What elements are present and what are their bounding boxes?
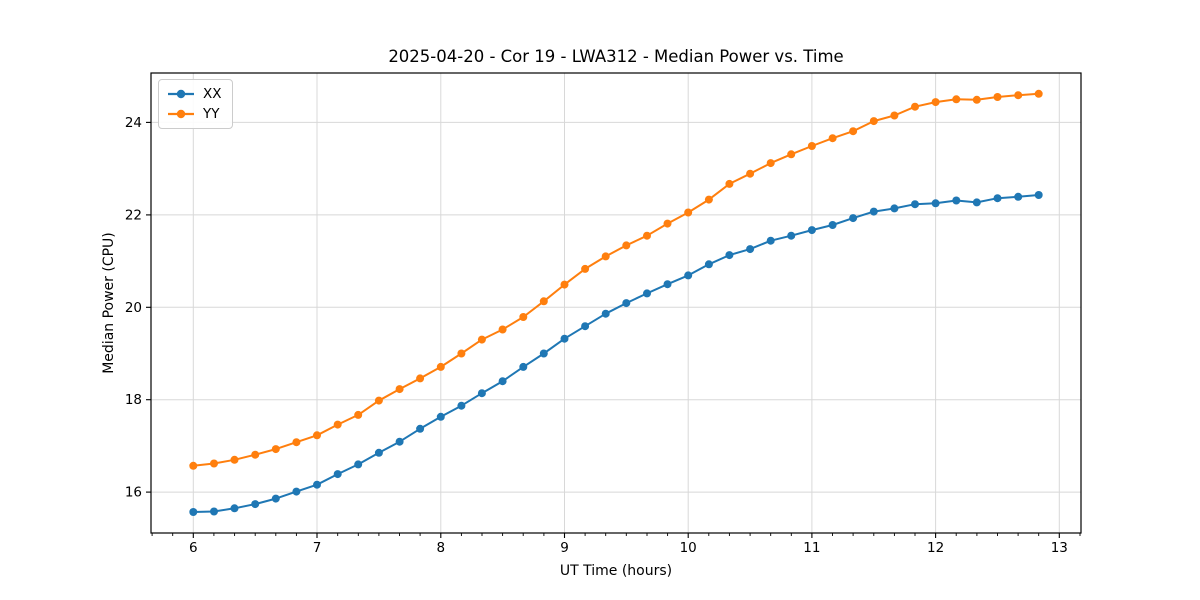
legend: XX YY bbox=[158, 79, 233, 129]
x-axis-label: UT Time (hours) bbox=[559, 563, 673, 579]
legend-line-marker-xx-icon bbox=[168, 89, 194, 99]
svg-text:10: 10 bbox=[680, 540, 697, 556]
plot-border bbox=[150, 72, 1082, 534]
svg-text:11: 11 bbox=[803, 540, 820, 556]
legend-item-xx: XX bbox=[166, 84, 222, 104]
svg-text:13: 13 bbox=[1051, 540, 1068, 556]
chart-title: 2025-04-20 - Cor 19 - LWA312 - Median Po… bbox=[388, 47, 844, 66]
legend-label-yy: YY bbox=[203, 106, 220, 122]
svg-text:22: 22 bbox=[125, 207, 142, 223]
svg-text:6: 6 bbox=[189, 540, 198, 556]
y-axis-ticks: 16 18 20 22 24 bbox=[125, 115, 151, 501]
svg-text:9: 9 bbox=[560, 540, 569, 556]
svg-text:7: 7 bbox=[313, 540, 322, 556]
y-axis-label: Median Power (CPU) bbox=[101, 232, 117, 374]
svg-text:24: 24 bbox=[125, 115, 142, 131]
x-axis-ticks: 6 7 8 9 10 11 12 13 bbox=[151, 533, 1081, 556]
legend-label-xx: XX bbox=[203, 86, 222, 102]
svg-text:18: 18 bbox=[125, 392, 142, 408]
svg-text:12: 12 bbox=[927, 540, 944, 556]
series-YY bbox=[189, 89, 1043, 470]
svg-text:8: 8 bbox=[437, 540, 446, 556]
legend-item-yy: YY bbox=[166, 104, 222, 124]
gridlines bbox=[151, 73, 1081, 533]
series-XX bbox=[189, 191, 1043, 516]
svg-text:16: 16 bbox=[125, 485, 142, 501]
legend-line-marker-yy-icon bbox=[168, 109, 194, 119]
svg-text:20: 20 bbox=[125, 300, 142, 316]
